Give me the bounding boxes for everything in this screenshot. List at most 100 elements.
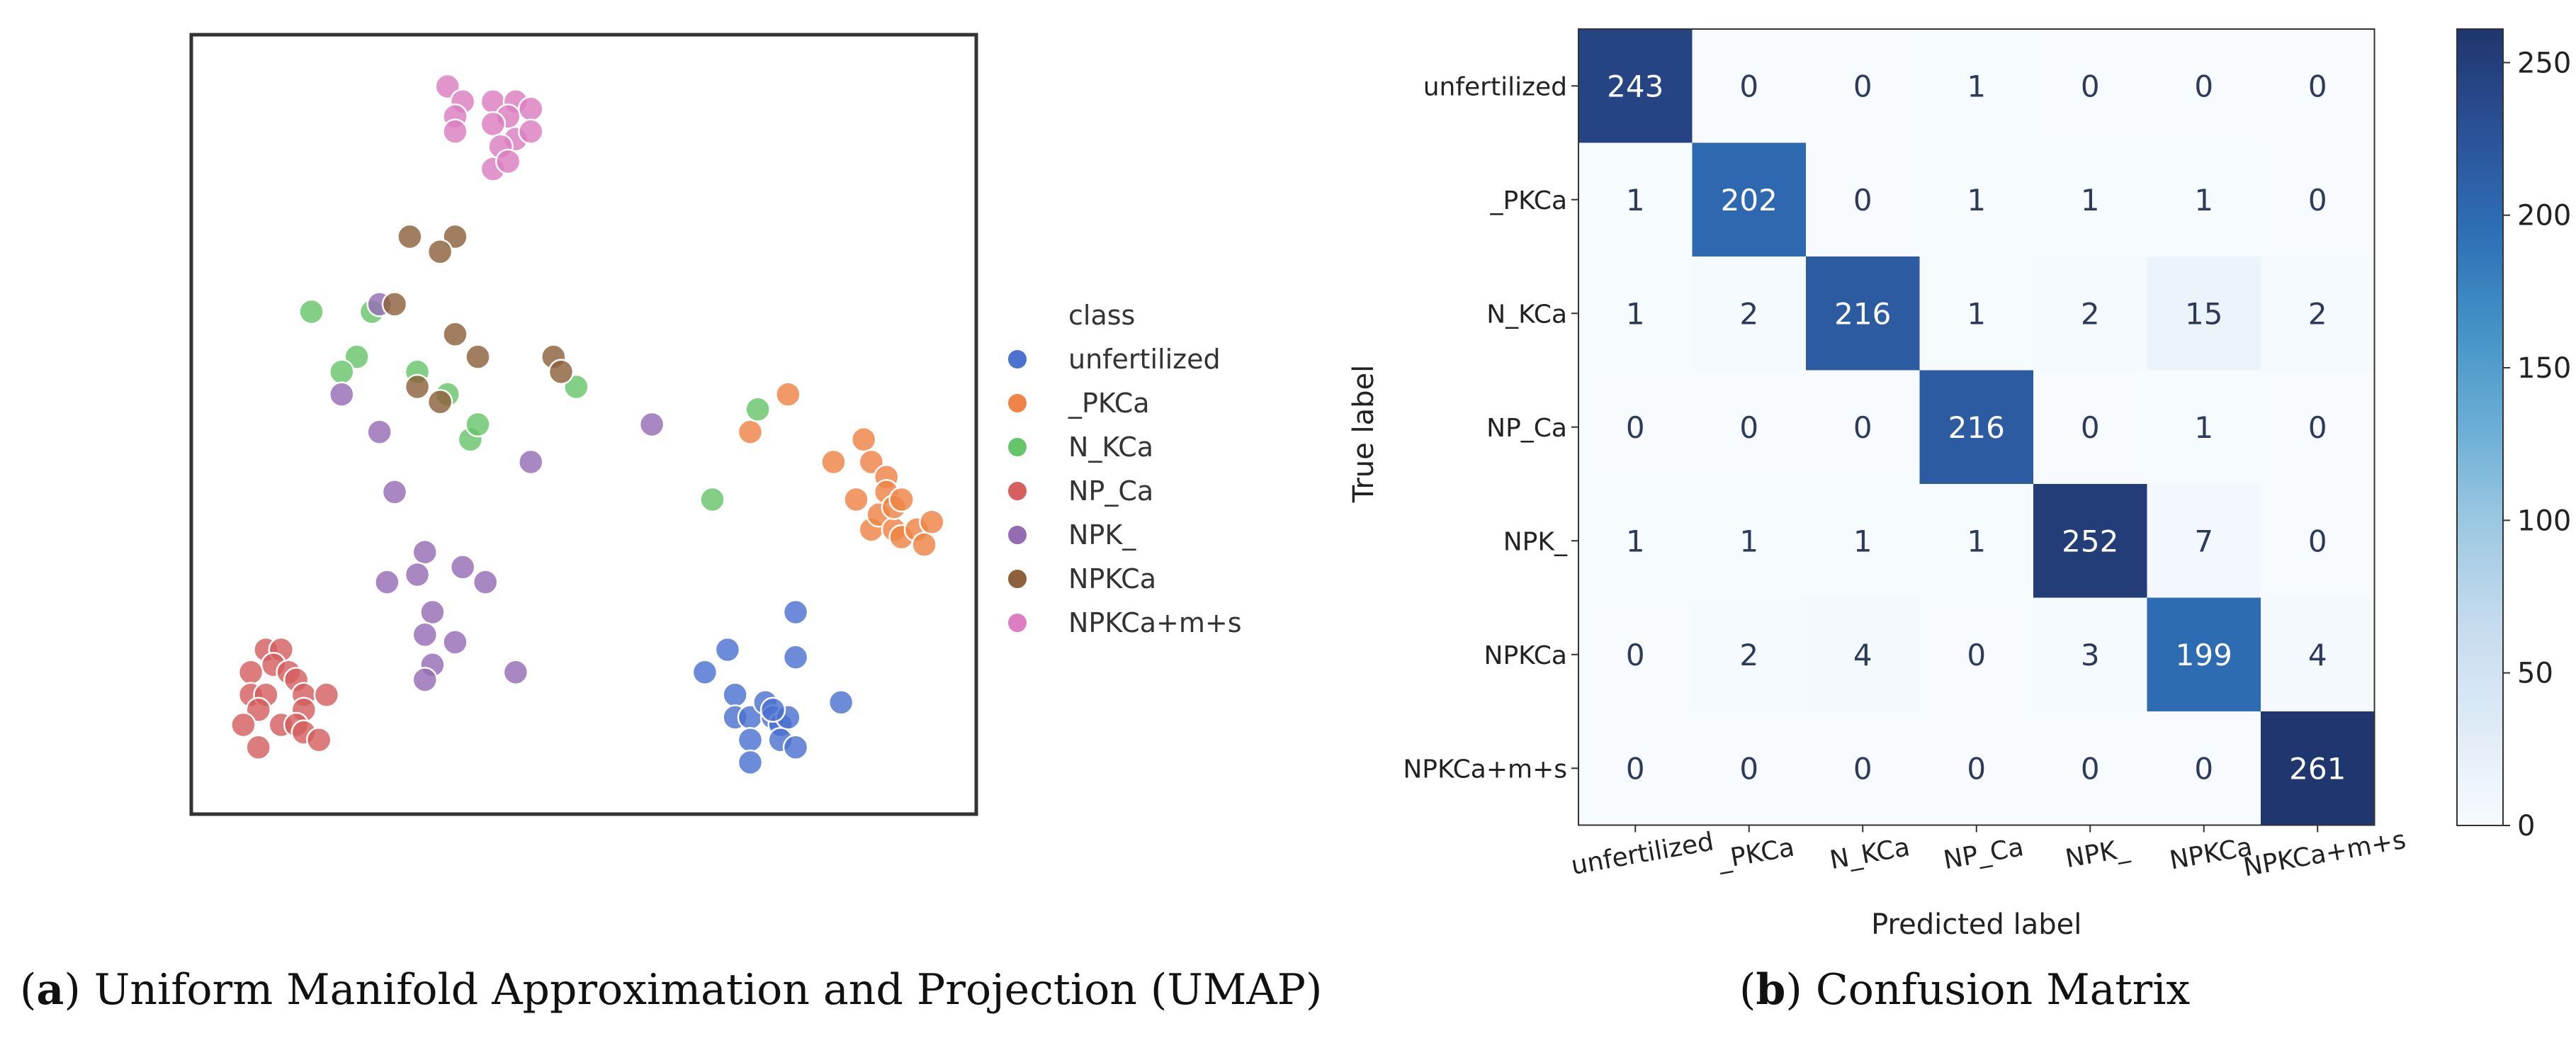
scatter-point-NP_Ca — [237, 659, 264, 686]
matrix-cell — [1919, 711, 2034, 825]
scatter-point-N_KCa — [328, 359, 355, 385]
scatter-point-NPK_ — [419, 599, 446, 626]
matrix-value: 0 — [1967, 751, 1986, 786]
matrix-cell — [2147, 484, 2261, 598]
matrix-cell — [1692, 597, 1807, 712]
scatter-point-NP_Ca — [305, 726, 332, 753]
matrix-value: 243 — [1607, 69, 1663, 103]
matrix-value: 3 — [2081, 638, 2100, 672]
matrix-value: 1 — [1626, 524, 1645, 558]
matrix-value: 1 — [2194, 410, 2213, 445]
matrix-cell — [1919, 370, 2034, 485]
scatter-point-_PKCa — [919, 509, 945, 536]
legend-label: N_KCa — [1068, 432, 1153, 463]
matrix-cell — [2147, 29, 2261, 143]
scatter-point-NPKCa — [381, 291, 408, 317]
scatter-point-NPK_ — [472, 569, 499, 595]
umap-points — [230, 73, 945, 776]
matrix-value: 2 — [1739, 296, 1758, 331]
matrix-value: 1 — [1967, 183, 1986, 218]
legend-marker — [1007, 612, 1028, 633]
matrix-cell — [1692, 256, 1807, 371]
scatter-point-N_KCa — [465, 411, 491, 438]
matrix-cell — [1806, 29, 1920, 143]
matrix-value: 1 — [1967, 69, 1986, 103]
x-tick-label: N_KCa — [1828, 833, 1912, 875]
matrix-cell — [2033, 256, 2147, 371]
matrix-cell — [2147, 597, 2261, 712]
legend-label: NP_Ca — [1068, 475, 1153, 507]
legend-marker — [1007, 349, 1028, 370]
matrix-value: 1 — [1967, 524, 1986, 558]
matrix-cell — [1692, 370, 1807, 485]
scatter-point-NPK_ — [502, 659, 529, 686]
matrix-value: 0 — [1739, 751, 1758, 786]
matrix-value: 0 — [1853, 69, 1872, 103]
matrix-cell — [2033, 484, 2147, 598]
scatter-point-NP_Ca — [230, 711, 256, 738]
matrix-cell — [1692, 142, 1807, 257]
legend-title: class — [1068, 300, 1135, 331]
matrix-cell — [2261, 711, 2375, 825]
matrix-cell — [2147, 142, 2261, 257]
caption-a: (a) Uniform Manifold Approximation and P… — [20, 965, 1323, 1015]
legend-marker — [1007, 480, 1028, 502]
matrix-cell — [1806, 484, 1920, 598]
matrix-value: 1 — [1967, 296, 1986, 331]
legend-marker — [1007, 393, 1028, 414]
matrix-value: 0 — [2194, 751, 2213, 786]
scatter-point-_PKCa — [911, 531, 937, 558]
matrix-cell — [2033, 370, 2147, 485]
matrix-value: 15 — [2185, 296, 2222, 331]
matrix-value: 1 — [1626, 183, 1645, 218]
scatter-point-unfertilized — [827, 689, 854, 716]
matrix-value: 199 — [2176, 638, 2232, 672]
matrix-cell — [2147, 711, 2261, 825]
legend-label: NPKCa — [1068, 563, 1156, 594]
matrix-cell — [1919, 29, 2034, 143]
colorbar-tick-label: 50 — [2517, 658, 2553, 690]
scatter-point-NPKCa+m+s — [517, 96, 544, 123]
matrix-cell — [1578, 597, 1693, 712]
matrix-cell — [1578, 711, 1693, 825]
matrix-value: 0 — [1853, 410, 1872, 445]
scatter-point-NP_Ca — [313, 682, 340, 708]
matrix-cell — [1919, 256, 2034, 371]
matrix-cell — [1806, 370, 1920, 485]
scatter-point-NPK_ — [404, 561, 431, 588]
scatter-point-NPKCa — [426, 238, 453, 265]
scatter-point-NPK_ — [366, 419, 392, 445]
scatter-point-_PKCa — [737, 419, 764, 445]
matrix-cell — [1806, 597, 1920, 712]
x-tick-label: NP_Ca — [1941, 833, 2026, 875]
matrix-cell — [2033, 711, 2147, 825]
matrix-value: 0 — [2308, 69, 2327, 103]
matrix-cell — [2261, 370, 2375, 485]
matrix-cell — [2261, 256, 2375, 371]
y-axis-label: True label — [1348, 365, 1380, 503]
colorbar-tick-label: 250 — [2517, 47, 2571, 79]
scatter-point-_PKCa — [850, 426, 877, 453]
legend-label: unfertilized — [1068, 344, 1221, 375]
colorbar-tick-label: 100 — [2517, 504, 2571, 537]
matrix-cell — [1806, 142, 1920, 257]
matrix-cell — [2261, 597, 2375, 712]
scatter-point-unfertilized — [737, 749, 764, 776]
matrix-cell — [1692, 29, 1807, 143]
matrix-value: 0 — [1626, 410, 1645, 445]
scatter-point-NPKCa+m+s — [442, 118, 468, 145]
matrix-value: 0 — [2308, 410, 2327, 445]
x-tick-labels: unfertilized _PKCa N_KCa NP_Ca NPK_ NPKCaNPKC… — [1569, 825, 2408, 882]
matrix-cell — [1692, 484, 1807, 598]
matrix-value: 0 — [1853, 751, 1872, 786]
matrix-value: 4 — [1853, 638, 1872, 672]
matrix-cell — [2261, 484, 2375, 598]
matrix-value: 2 — [2081, 296, 2100, 331]
umap-legend: class unfertilized _PKCa N_KCa NP_Ca NPK_ NPKC… — [1007, 300, 1242, 638]
scatter-point-unfertilized — [782, 734, 809, 761]
scatter-point-N_KCa — [745, 396, 771, 423]
matrix-cell — [1578, 29, 1693, 143]
matrix-cell — [1692, 711, 1807, 825]
matrix-value: 0 — [2308, 524, 2327, 558]
matrix-value: 0 — [1739, 410, 1758, 445]
